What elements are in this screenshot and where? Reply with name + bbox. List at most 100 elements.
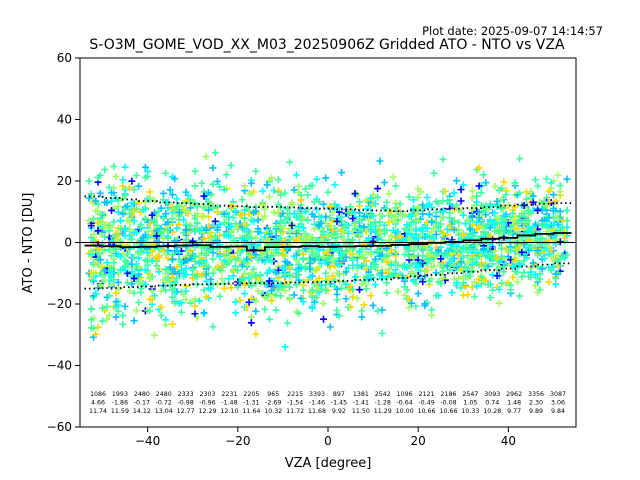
scatter-point — [191, 227, 199, 235]
scatter-point — [322, 287, 330, 295]
annotation-std: 12.77 — [177, 408, 195, 415]
scatter-point — [319, 200, 327, 208]
scatter-point — [446, 214, 454, 222]
scatter-point — [245, 210, 253, 218]
scatter-point — [146, 307, 154, 315]
scatter-point — [220, 219, 228, 227]
scatter-point — [268, 252, 276, 260]
scatter-point — [425, 251, 433, 259]
scatter-point — [401, 291, 409, 299]
scatter-point — [186, 222, 194, 230]
scatter-point — [225, 232, 233, 240]
scatter-point — [410, 252, 418, 260]
scatter-point — [236, 296, 244, 304]
scatter-point — [342, 295, 350, 303]
scatter-point — [146, 194, 154, 202]
scatter-point — [238, 234, 246, 242]
scatter-point — [295, 182, 303, 190]
annotation-mean: 4.66 — [91, 400, 105, 407]
scatter-point — [277, 218, 285, 226]
scatter-point — [121, 266, 129, 274]
annotation-std: 10.33 — [461, 408, 479, 415]
scatter-point — [342, 253, 350, 261]
scatter-point — [513, 245, 521, 253]
scatter-point — [130, 253, 138, 261]
scatter-point — [308, 287, 316, 295]
scatter-point — [168, 255, 176, 263]
scatter-point — [347, 239, 355, 247]
scatter-point — [475, 276, 483, 284]
scatter-point — [184, 209, 192, 217]
annotation-count: 897 — [333, 391, 345, 398]
scatter-point — [232, 262, 240, 270]
scatter-point — [464, 258, 472, 266]
scatter-point — [520, 269, 528, 277]
scatter-point — [200, 309, 208, 317]
scatter-point — [252, 251, 260, 259]
scatter-point — [159, 189, 167, 197]
annotation-std: 9.77 — [507, 408, 521, 415]
scatter-point — [338, 169, 346, 177]
scatter-point — [150, 331, 158, 339]
annotation-mean: -0.08 — [440, 400, 456, 407]
scatter-point — [407, 268, 415, 276]
scatter-point — [92, 290, 100, 298]
scatter-point — [387, 261, 395, 269]
annotation-std: 10.32 — [264, 408, 282, 415]
scatter-point — [331, 181, 339, 189]
scatter-point — [148, 247, 156, 255]
scatter-point — [245, 298, 253, 306]
scatter-point — [112, 289, 120, 297]
scatter-point — [234, 283, 242, 291]
scatter-point — [498, 205, 506, 213]
scatter-point — [549, 256, 557, 264]
scatter-point — [252, 272, 260, 280]
scatter-point — [502, 280, 510, 288]
scatter-point — [342, 222, 350, 230]
scatter-point — [173, 203, 181, 211]
scatter-point — [509, 217, 517, 225]
scatter-point — [430, 224, 438, 232]
scatter-point — [220, 284, 228, 292]
scatter-point — [277, 234, 285, 242]
scatter-point — [108, 206, 116, 214]
scatter-point — [558, 252, 566, 260]
scatter-point — [439, 155, 447, 163]
scatter-point — [157, 303, 165, 311]
annotation-mean: 3.06 — [551, 400, 565, 407]
scatter-point — [209, 269, 217, 277]
scatter-point — [281, 238, 289, 246]
scatter-point — [256, 238, 264, 246]
scatter-point — [428, 306, 436, 314]
scatter-point — [520, 224, 528, 232]
annotation-std: 10.28 — [483, 408, 501, 415]
scatter-point — [265, 230, 273, 238]
scatter-point — [520, 212, 528, 220]
scatter-point — [356, 198, 364, 206]
scatter-point — [173, 263, 181, 271]
scatter-point — [164, 247, 172, 255]
scatter-point — [453, 177, 461, 185]
scatter-point — [468, 267, 476, 275]
scatter-point — [286, 158, 294, 166]
scatter-point — [148, 211, 156, 219]
scatter-point — [493, 220, 501, 228]
scatter-point — [146, 295, 154, 303]
scatter-point — [85, 177, 93, 185]
scatter-point — [405, 303, 413, 311]
annotation-std: 12.29 — [199, 408, 217, 415]
scatter-point — [137, 237, 145, 245]
scatter-point — [272, 268, 280, 276]
scatter-point — [157, 311, 165, 319]
scatter-point — [380, 178, 388, 186]
scatter-point — [335, 204, 343, 212]
annotation-count: 2215 — [287, 391, 303, 398]
scatter-point — [308, 210, 316, 218]
scatter-point — [121, 192, 129, 200]
annotation-mean: -1.28 — [375, 400, 391, 407]
scatter-point — [387, 246, 395, 254]
scatter-point — [168, 320, 176, 328]
scatter-point — [329, 272, 337, 280]
scatter-point — [283, 244, 291, 252]
scatter-point — [90, 270, 98, 278]
